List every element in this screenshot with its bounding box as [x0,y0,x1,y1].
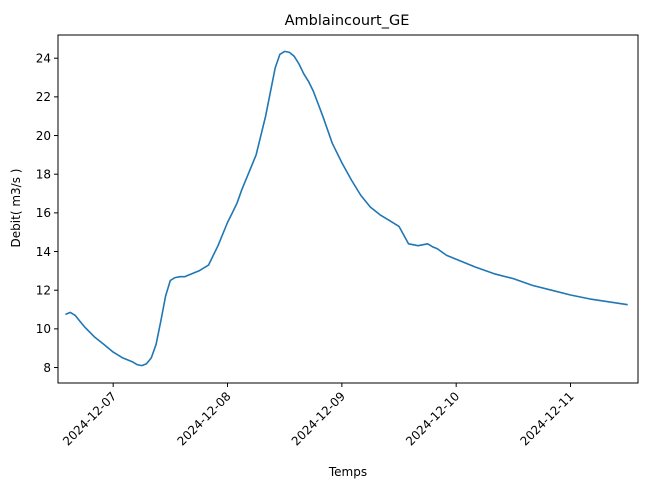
y-axis: 8 10 12 14 16 18 20 22 24 [36,52,58,375]
x-tick-label: 2024-12-07 [60,389,119,448]
y-tick-label: 24 [36,52,51,66]
series-line [65,50,628,367]
y-tick-label: 20 [36,129,51,143]
y-tick-label: 8 [43,361,51,375]
y-tick-label: 22 [36,90,51,104]
x-tick-label: 2024-12-10 [403,389,462,448]
y-tick-label: 10 [36,322,51,336]
x-tick-label: 2024-12-08 [174,389,233,448]
y-tick-label: 14 [36,245,51,259]
y-tick-label: 18 [36,168,51,182]
x-axis-label: Temps [328,465,367,479]
x-axis: 2024-12-07 2024-12-08 2024-12-09 2024-12-10… [60,383,577,448]
chart-title: Amblaincourt_GE [285,13,410,29]
y-tick-label: 12 [36,284,51,298]
x-tick-label: 2024-12-09 [289,389,348,448]
y-tick-label: 16 [36,206,51,220]
x-tick-label: 2024-12-11 [517,389,576,448]
y-axis-label: Debit( m3/s ) [9,169,23,248]
plot-frame [57,34,639,384]
